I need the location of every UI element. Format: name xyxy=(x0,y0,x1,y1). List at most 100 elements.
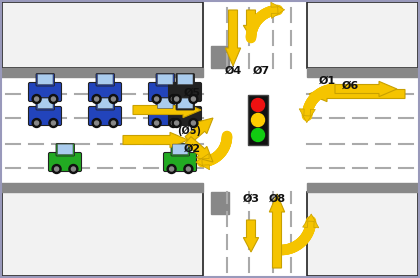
Circle shape xyxy=(71,167,76,171)
FancyArrow shape xyxy=(299,109,315,123)
FancyBboxPatch shape xyxy=(58,144,73,155)
FancyArrow shape xyxy=(335,81,397,97)
Circle shape xyxy=(252,98,265,111)
Circle shape xyxy=(175,121,178,125)
FancyBboxPatch shape xyxy=(37,98,53,108)
Bar xyxy=(307,183,420,192)
FancyBboxPatch shape xyxy=(96,74,115,86)
FancyBboxPatch shape xyxy=(29,83,61,101)
Circle shape xyxy=(252,128,265,142)
Bar xyxy=(307,192,418,276)
Circle shape xyxy=(111,97,116,101)
FancyArrow shape xyxy=(243,220,259,252)
Text: Ø1: Ø1 xyxy=(319,76,336,86)
FancyBboxPatch shape xyxy=(168,83,202,101)
Text: Ø2: Ø2 xyxy=(184,144,201,154)
FancyArrow shape xyxy=(303,214,319,228)
FancyArrow shape xyxy=(269,194,285,268)
FancyBboxPatch shape xyxy=(248,95,268,145)
Bar xyxy=(0,0,203,68)
Circle shape xyxy=(55,167,59,171)
FancyBboxPatch shape xyxy=(173,144,188,155)
Circle shape xyxy=(94,121,99,125)
Circle shape xyxy=(152,118,161,128)
FancyArrow shape xyxy=(243,10,259,38)
Text: Ø8: Ø8 xyxy=(268,194,286,204)
FancyBboxPatch shape xyxy=(178,98,193,108)
Circle shape xyxy=(34,121,39,125)
Bar xyxy=(2,2,203,68)
FancyBboxPatch shape xyxy=(29,106,61,125)
FancyBboxPatch shape xyxy=(89,106,121,125)
Bar xyxy=(0,192,203,278)
Circle shape xyxy=(252,113,265,126)
FancyArrow shape xyxy=(309,86,405,102)
Circle shape xyxy=(51,97,55,101)
Bar xyxy=(211,192,229,214)
Circle shape xyxy=(192,121,195,125)
FancyBboxPatch shape xyxy=(171,144,189,156)
Circle shape xyxy=(172,95,181,103)
Circle shape xyxy=(51,121,55,125)
Circle shape xyxy=(184,165,193,173)
FancyBboxPatch shape xyxy=(36,74,55,86)
Circle shape xyxy=(155,97,159,101)
Circle shape xyxy=(49,118,58,128)
Circle shape xyxy=(32,95,41,103)
FancyBboxPatch shape xyxy=(96,98,115,110)
Bar xyxy=(0,68,420,192)
Bar xyxy=(307,68,420,77)
FancyBboxPatch shape xyxy=(89,83,121,101)
Bar xyxy=(307,0,420,68)
FancyBboxPatch shape xyxy=(56,144,74,156)
FancyBboxPatch shape xyxy=(176,74,194,86)
FancyArrow shape xyxy=(185,118,213,143)
FancyBboxPatch shape xyxy=(156,74,174,86)
Circle shape xyxy=(169,118,178,128)
Text: Ø3: Ø3 xyxy=(242,194,260,204)
FancyArrow shape xyxy=(226,10,241,66)
Circle shape xyxy=(171,121,176,125)
Circle shape xyxy=(189,118,198,128)
Circle shape xyxy=(52,165,61,173)
FancyBboxPatch shape xyxy=(158,74,173,85)
Text: Ø5: Ø5 xyxy=(184,88,201,98)
Bar xyxy=(203,0,307,278)
FancyBboxPatch shape xyxy=(97,98,113,108)
Circle shape xyxy=(109,95,118,103)
FancyBboxPatch shape xyxy=(163,153,197,172)
Circle shape xyxy=(171,97,176,101)
Circle shape xyxy=(111,121,116,125)
FancyBboxPatch shape xyxy=(176,98,194,110)
Bar xyxy=(307,2,418,68)
Circle shape xyxy=(172,118,181,128)
Bar xyxy=(307,192,420,278)
FancyBboxPatch shape xyxy=(168,106,202,125)
Circle shape xyxy=(155,121,159,125)
Bar xyxy=(0,183,203,192)
FancyBboxPatch shape xyxy=(37,74,53,85)
Text: Ø4: Ø4 xyxy=(224,66,241,76)
Circle shape xyxy=(109,118,118,128)
FancyArrow shape xyxy=(123,132,188,148)
Text: Ø7: Ø7 xyxy=(253,66,270,76)
Circle shape xyxy=(170,167,173,171)
Circle shape xyxy=(169,95,178,103)
Bar xyxy=(2,192,203,276)
Circle shape xyxy=(152,95,161,103)
Text: (Ø5): (Ø5) xyxy=(177,126,201,136)
Circle shape xyxy=(49,95,58,103)
Text: Ø6: Ø6 xyxy=(342,81,359,91)
Circle shape xyxy=(32,118,41,128)
FancyArrow shape xyxy=(271,2,285,18)
FancyBboxPatch shape xyxy=(97,74,113,85)
Circle shape xyxy=(189,95,198,103)
Circle shape xyxy=(175,97,178,101)
Circle shape xyxy=(92,118,101,128)
Circle shape xyxy=(192,97,195,101)
Circle shape xyxy=(186,167,190,171)
Circle shape xyxy=(94,97,99,101)
FancyArrow shape xyxy=(196,153,210,170)
Bar xyxy=(211,46,229,68)
FancyBboxPatch shape xyxy=(156,98,174,110)
